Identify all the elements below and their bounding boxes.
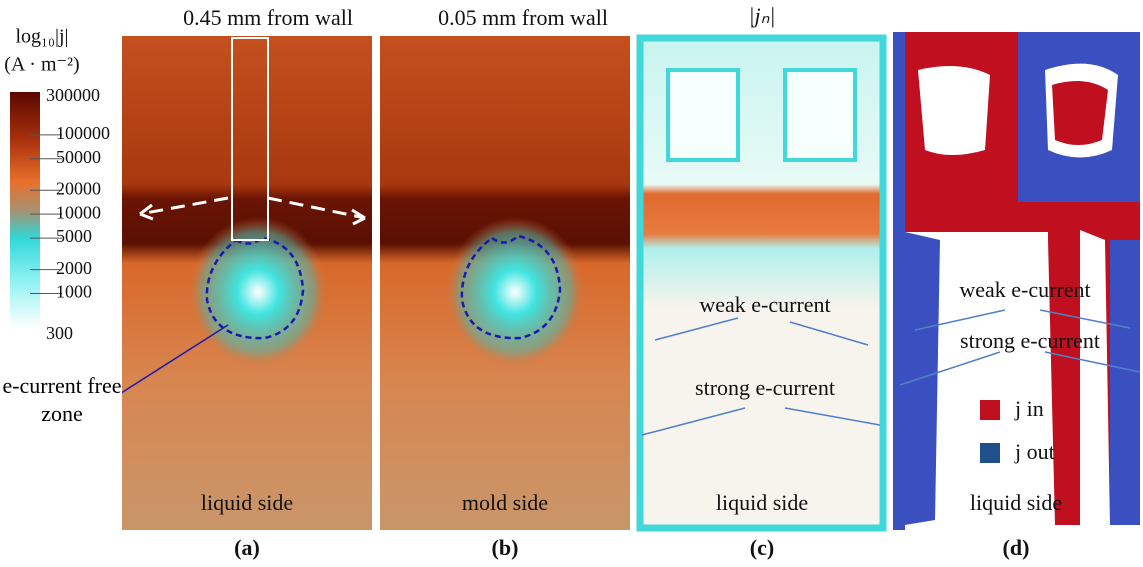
panel-label: (a) [234, 535, 260, 560]
colorbar [10, 92, 40, 328]
side-label: liquid side [970, 490, 1062, 515]
weak-label: weak e-current [699, 292, 830, 317]
white-region [940, 232, 1048, 268]
region-out [893, 32, 905, 530]
region-out [1110, 240, 1140, 525]
legend-swatch-out [980, 443, 1000, 463]
colorbar-tick-label: 20000 [56, 178, 101, 198]
panel-c-block [666, 68, 740, 162]
pointer-lines [641, 317, 881, 436]
region-in [1018, 202, 1140, 525]
panel-c-block [783, 68, 857, 162]
colorbar-tick-label: 1000 [56, 282, 92, 302]
side-label: liquid side [716, 490, 808, 515]
colorbar-unit: (A · m⁻²) [4, 54, 79, 76]
arrow-heads [139, 203, 366, 226]
colorbar-title: log₁₀|j| [15, 26, 68, 48]
colorbar-tick-label: 10000 [56, 202, 101, 222]
annotation: e-current free zone [2, 372, 122, 428]
weak-label: weak e-current [959, 277, 1090, 302]
strong-label: strong e-current [695, 375, 835, 400]
arrows [139, 196, 366, 220]
legend-label: j out [1014, 439, 1055, 464]
panel-label: (c) [750, 535, 774, 560]
strong-label: strong e-current [960, 328, 1100, 353]
cut-rect [231, 37, 269, 241]
legend-swatch-in [980, 400, 1000, 420]
annotation-line [117, 324, 229, 396]
colorbar-ticks: 300000 100000 50000 20000 10000 5000 2000 1000 3… [30, 85, 110, 343]
side-label: mold side [462, 490, 548, 515]
panel-title: 0.45 mm from wall [183, 5, 353, 30]
panel-label: (d) [1003, 535, 1030, 560]
panel-c-edge [636, 34, 887, 532]
legend-label: j in [1014, 396, 1044, 421]
colorbar-tick-label: 5000 [56, 226, 92, 246]
annotation-box: e-current free zone [2, 372, 122, 428]
colorbar-tick-label: 2000 [56, 258, 92, 278]
colorbar-tick-label: 50000 [56, 147, 101, 167]
colorbar-tick-label: 300 [46, 323, 73, 343]
side-label: liquid side [201, 490, 293, 515]
region-out [905, 232, 940, 525]
colorbar-tick-label: 300000 [46, 85, 100, 105]
zone-outline [460, 234, 562, 340]
panel-title: |jₙ| [749, 3, 776, 28]
colorbar-tick-label: 100000 [56, 123, 110, 143]
zone-outline [205, 236, 305, 340]
hole [918, 66, 990, 155]
hole-in [1052, 81, 1108, 145]
panel-title: 0.05 mm from wall [438, 5, 608, 30]
panel-label: (b) [492, 535, 519, 560]
pointer-lines [899, 309, 1141, 386]
